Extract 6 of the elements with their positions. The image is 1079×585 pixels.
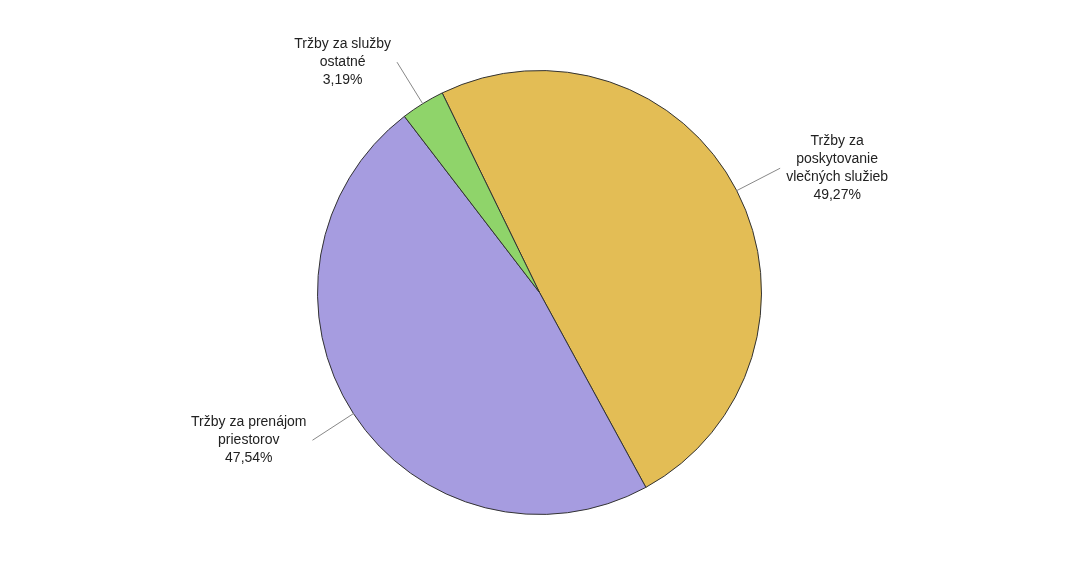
data-label: 3,19%	[322, 71, 363, 88]
data-label: 47,54%	[225, 449, 273, 466]
slice-label: Tržby za poskytovanie vlečných služieb	[786, 132, 889, 185]
slice-label: Tržby za prenájom priestorov	[191, 413, 307, 448]
data-label: 49,27%	[813, 186, 861, 203]
slice-label: Tržby za služby ostatné	[294, 35, 392, 70]
